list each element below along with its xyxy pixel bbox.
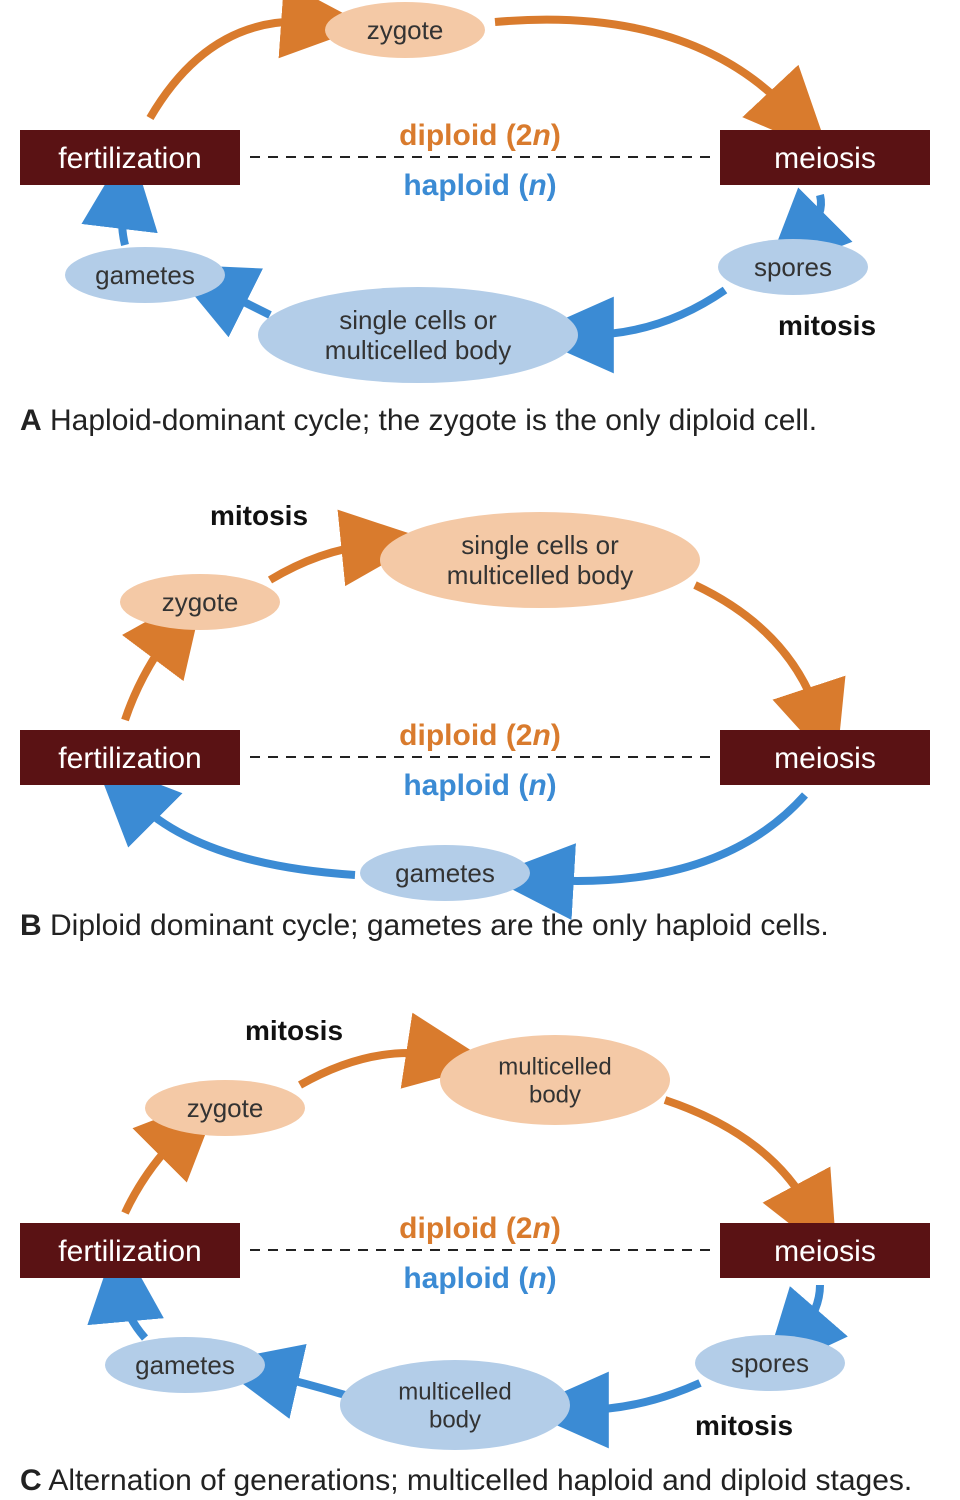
arrow-body-to-meiosis	[665, 1100, 810, 1210]
arrow-meiosis-to-spores	[805, 195, 821, 235]
diagram-c: diploid (2n) haploid (n) fertilization m…	[20, 1015, 930, 1497]
caption-b: B Diploid dominant cycle; gametes are th…	[20, 909, 829, 942]
arrow-zygote-to-body	[300, 1053, 435, 1085]
meiosis-label: meiosis	[774, 142, 876, 175]
arrow-zygote-to-meiosis	[495, 20, 790, 112]
meiosis-label: meiosis	[774, 742, 876, 775]
haploid-label: haploid (n)	[403, 169, 556, 202]
arrow-meiosis-to-spores	[800, 1285, 820, 1333]
body-top-text-1: multicelled	[498, 1053, 611, 1080]
caption-c: C Alternation of generations; multicelle…	[20, 1464, 912, 1497]
caption-a: A Haploid-dominant cycle; the zygote is …	[20, 404, 817, 437]
arrow-fert-to-zygote	[125, 1135, 180, 1213]
arrow-spores-to-body	[585, 290, 725, 335]
mitosis-label: mitosis	[210, 500, 308, 531]
arrow-gametes-to-fert	[122, 200, 125, 245]
diagram-a: diploid (2n) haploid (n) fertilization m…	[20, 2, 930, 437]
body-text-1: single cells or	[461, 530, 619, 560]
body-text-2: multicelled body	[325, 335, 511, 365]
arrow-fert-to-zygote	[125, 635, 170, 720]
gametes-text: gametes	[395, 858, 495, 888]
fertilization-label: fertilization	[58, 1235, 201, 1268]
spores-text: spores	[754, 252, 832, 282]
arrow-gametes-to-fert	[123, 1293, 145, 1338]
arrow-spores-to-body	[580, 1383, 700, 1410]
fertilization-label: fertilization	[58, 142, 201, 175]
arrow-body-to-meiosis	[695, 585, 818, 715]
arrow-body-to-gametes	[270, 1375, 345, 1395]
fertilization-label: fertilization	[58, 742, 201, 775]
body-text-2: multicelled body	[447, 560, 633, 590]
diploid-label: diploid (2n)	[399, 719, 561, 752]
body-bot-text-2: body	[429, 1406, 481, 1433]
zygote-text: zygote	[367, 15, 444, 45]
zygote-text: zygote	[162, 587, 239, 617]
spores-text: spores	[731, 1348, 809, 1378]
arrow-fert-to-zygote	[150, 22, 310, 118]
diagram-b: diploid (2n) haploid (n) fertilization m…	[20, 500, 930, 942]
arrow-gametes-to-fert	[135, 800, 355, 875]
body-text-1: single cells or	[339, 305, 497, 335]
gametes-text: gametes	[135, 1350, 235, 1380]
arrow-meiosis-to-gametes	[545, 795, 805, 881]
body-top-text-2: body	[529, 1081, 581, 1108]
diploid-label: diploid (2n)	[399, 119, 561, 152]
arrow-zygote-to-body	[270, 545, 370, 580]
haploid-label: haploid (n)	[403, 1262, 556, 1295]
body-bot-text-1: multicelled	[398, 1378, 511, 1405]
zygote-text: zygote	[187, 1093, 264, 1123]
meiosis-label: meiosis	[774, 1235, 876, 1268]
life-cycles-figure: diploid (2n) haploid (n) fertilization m…	[0, 0, 960, 1500]
mitosis-label: mitosis	[778, 310, 876, 341]
haploid-label: haploid (n)	[403, 769, 556, 802]
mitosis-label-bottom: mitosis	[695, 1410, 793, 1441]
gametes-text: gametes	[95, 260, 195, 290]
arrow-body-to-gametes	[220, 290, 270, 315]
diploid-label: diploid (2n)	[399, 1212, 561, 1245]
mitosis-label-top: mitosis	[245, 1015, 343, 1046]
